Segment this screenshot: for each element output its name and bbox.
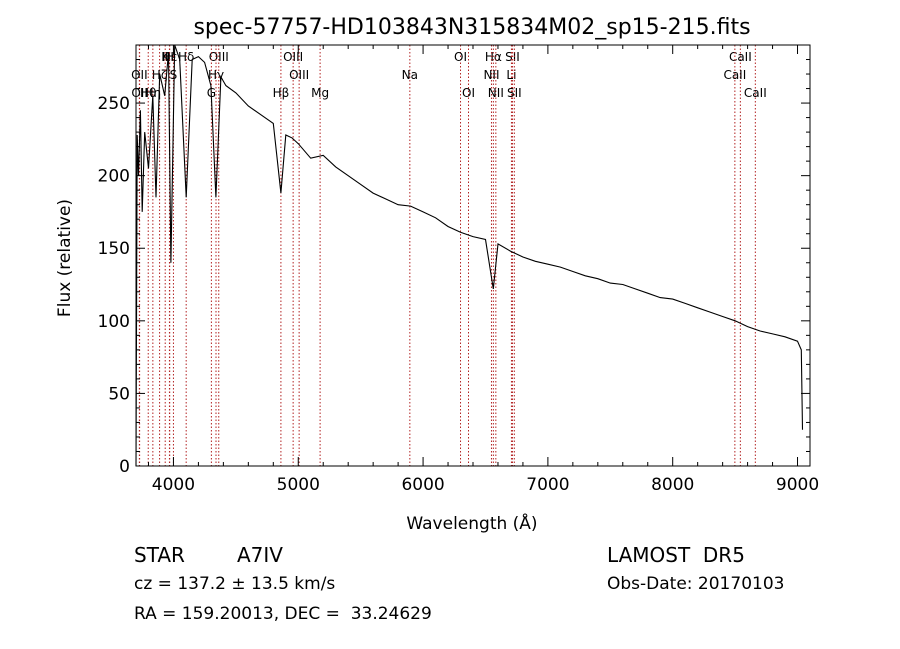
line-marker-label: SII — [505, 50, 520, 64]
line-marker-label: OI — [454, 50, 467, 64]
line-marker-label: K — [161, 50, 170, 64]
line-marker-label: Mg — [311, 86, 329, 100]
line-marker-label: OI — [462, 86, 475, 100]
line-marker-label: Hδ — [178, 50, 194, 64]
object-subclass: A7IV — [237, 543, 283, 567]
y-tick-label: 50 — [108, 384, 130, 404]
line-marker-label: CaII — [723, 68, 746, 82]
line-marker-label: Hβ — [273, 86, 290, 100]
coordinates-text: RA = 159.20013, DEC = 33.24629 — [134, 604, 432, 624]
line-marker-label: SII — [507, 86, 522, 100]
line-markers: HδOIIOIIHεHζHηHθKHSOIIIGHγHβOIIIOIIIMgNa… — [131, 45, 767, 466]
x-tick-label: 8000 — [651, 475, 694, 495]
plot-frame — [135, 44, 811, 467]
line-marker-label: Hγ — [208, 68, 224, 82]
line-marker-label: OIII — [283, 50, 303, 64]
object-class: STAR — [134, 543, 185, 567]
line-marker-label: Hη — [145, 86, 162, 100]
line-marker-label: CaII — [744, 86, 767, 100]
line-marker-label: NII — [488, 86, 504, 100]
x-tick-label: 4000 — [152, 475, 195, 495]
x-tick-label: 5000 — [277, 475, 320, 495]
y-tick-label: 150 — [98, 239, 130, 259]
x-tick-label: 7000 — [526, 475, 569, 495]
line-marker-label: OII — [131, 68, 148, 82]
survey-label: LAMOST DR5 — [607, 543, 745, 567]
chart-title: spec-57757-HD103843N315834M02_sp15-215.f… — [193, 15, 750, 40]
x-axis: 4000 5000 6000 7000 8000 9000 — [147, 45, 819, 495]
line-marker-label: OII — [131, 86, 148, 100]
x-axis-label: Wavelength (Å) — [406, 512, 537, 534]
line-marker-label: Hα — [485, 50, 502, 64]
line-marker-label: H — [165, 50, 174, 64]
y-axis: 0 50 100 150 200 250 — [98, 59, 810, 477]
x-tick-label: 9000 — [776, 475, 819, 495]
line-marker-label: Na — [402, 68, 418, 82]
line-marker-label: CaII — [729, 50, 752, 64]
y-tick-label: 100 — [98, 312, 130, 332]
line-marker-label: NII — [483, 68, 499, 82]
line-marker-label: OIII — [209, 50, 229, 64]
line-marker-label: Li — [506, 68, 516, 82]
y-axis-label: Flux (relative) — [55, 199, 75, 317]
y-tick-label: 0 — [119, 457, 130, 477]
line-marker-label: Hθ — [140, 86, 156, 100]
line-marker-label: S — [170, 68, 178, 82]
redshift-text: cz = 137.2 ± 13.5 km/s — [134, 574, 336, 594]
line-marker-label: OIII — [289, 68, 309, 82]
x-tick-label: 6000 — [401, 475, 444, 495]
obs-date-text: Obs-Date: 20170103 — [607, 574, 785, 594]
y-tick-label: 250 — [98, 94, 130, 114]
y-tick-label: 200 — [98, 167, 130, 187]
spectrum-line — [135, 44, 804, 467]
